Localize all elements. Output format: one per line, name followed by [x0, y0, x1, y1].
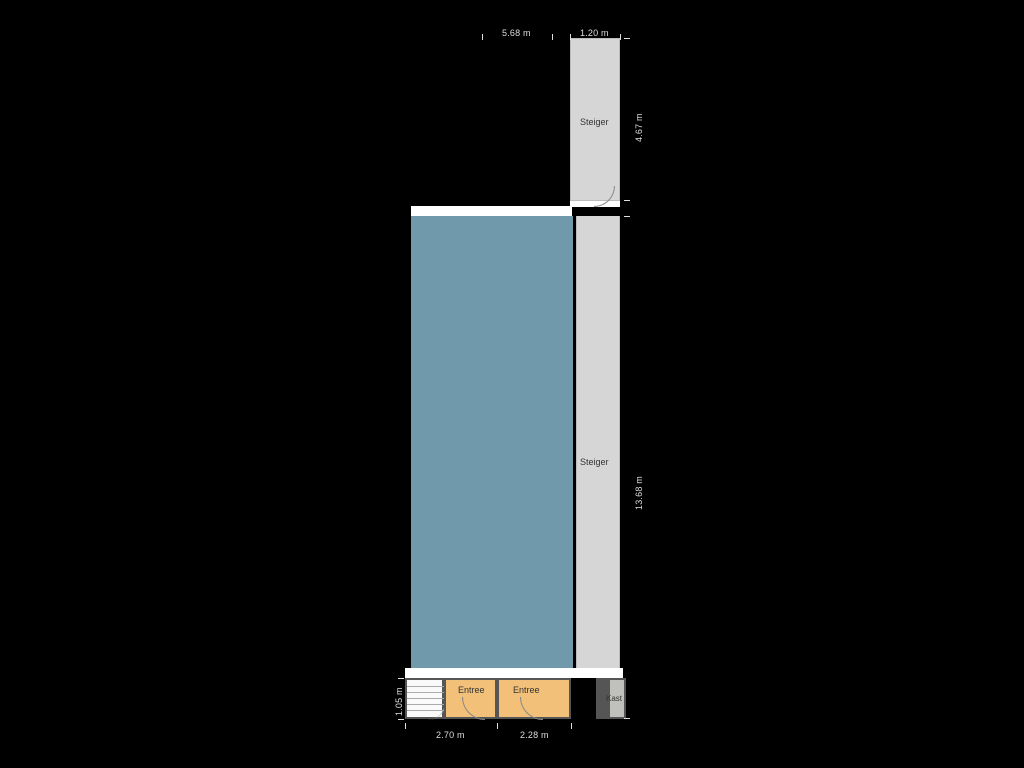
label-entree-1: Entree	[458, 685, 485, 695]
dim-right-467: 4.67 m	[634, 113, 644, 142]
label-entree-2: Entree	[513, 685, 540, 695]
floorplan-canvas: Steiger Steiger Entree Entree Kast 5.68 …	[0, 0, 1024, 768]
dim-bot-270: 2.70 m	[436, 730, 465, 740]
room-water	[411, 216, 573, 668]
dim-top-120: 1.20 m	[580, 28, 609, 38]
stairs	[405, 678, 444, 719]
wall-top	[411, 206, 572, 216]
wall-above-entrees	[405, 668, 623, 678]
dim-top-568: 5.68 m	[502, 28, 531, 38]
label-steiger-top: Steiger	[580, 117, 609, 127]
room-steiger-right	[576, 216, 620, 674]
label-kast: Kast	[606, 694, 622, 703]
dim-bot-228: 2.28 m	[520, 730, 549, 740]
dim-right-1368: 13.68 m	[634, 476, 644, 510]
label-steiger-right: Steiger	[580, 457, 609, 467]
dim-left-105: 1.05 m	[394, 687, 404, 716]
